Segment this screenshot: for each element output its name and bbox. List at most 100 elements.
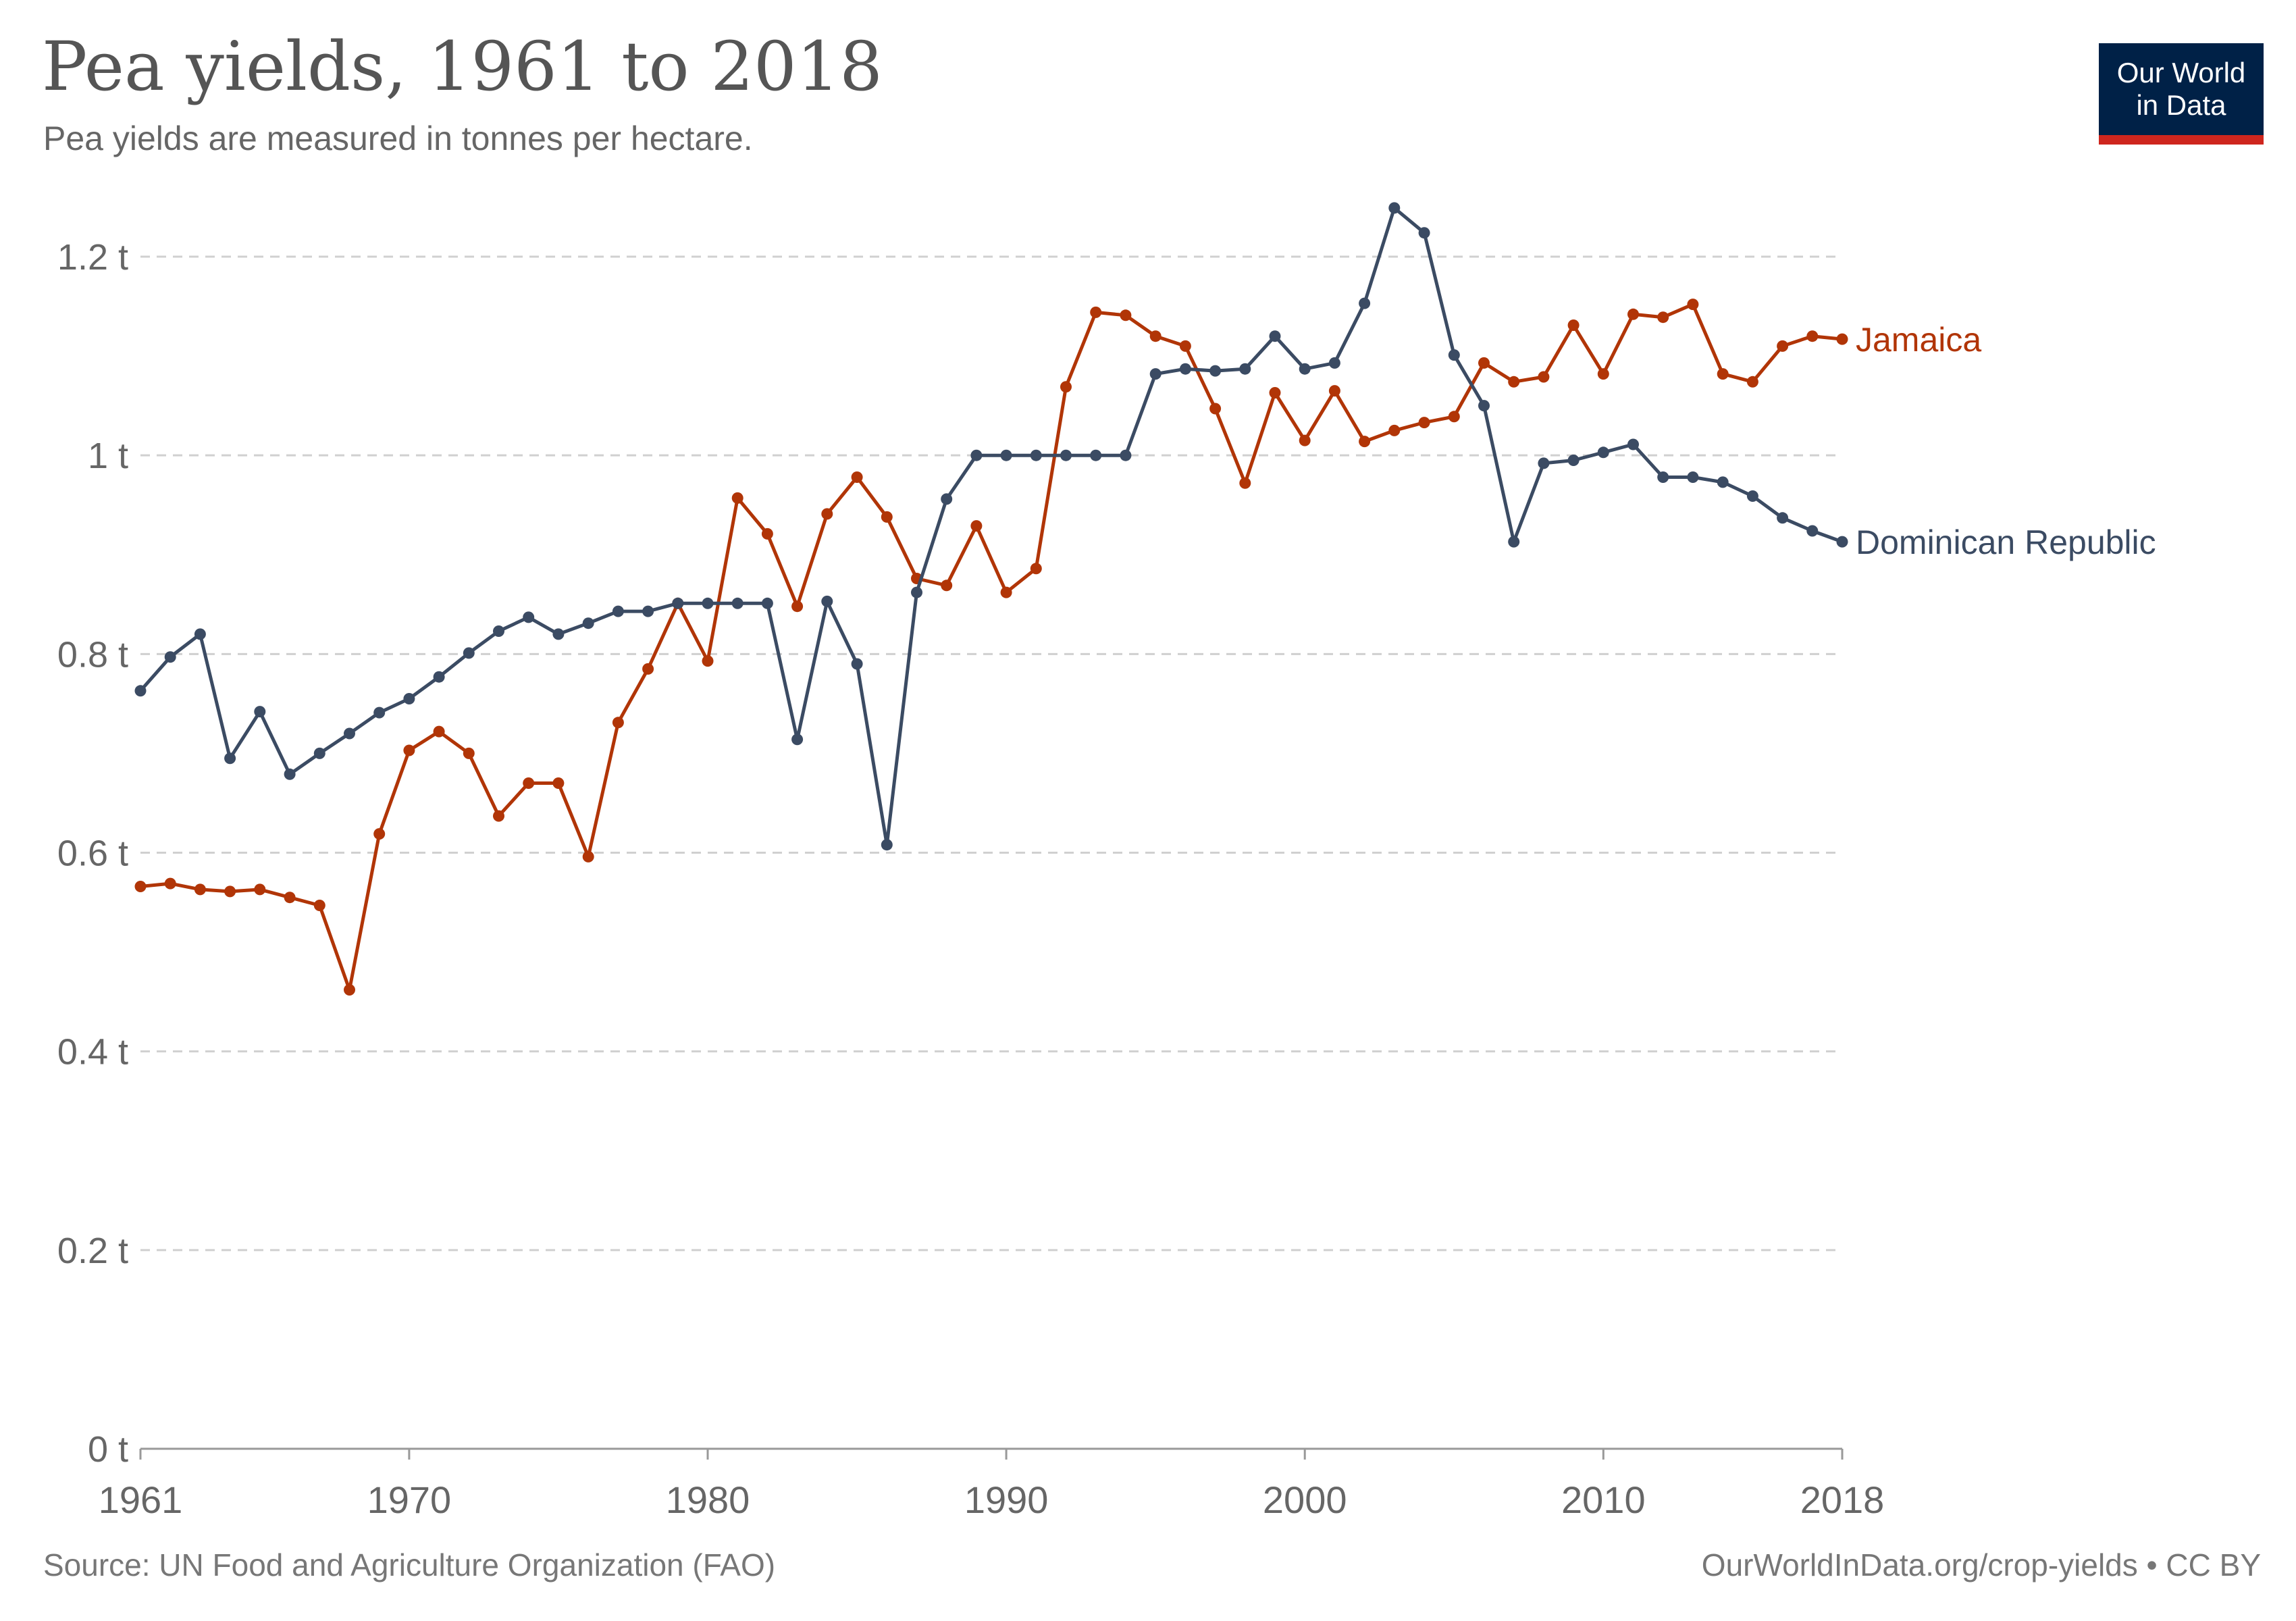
data-point-dominican-republic	[941, 493, 953, 505]
data-point-jamaica	[224, 885, 236, 898]
data-point-dominican-republic	[1269, 330, 1281, 342]
data-point-dominican-republic	[373, 706, 386, 719]
data-point-dominican-republic	[970, 449, 983, 461]
data-point-jamaica	[702, 655, 714, 667]
data-point-dominican-republic	[1060, 449, 1072, 461]
data-point-dominican-republic	[523, 611, 535, 623]
data-point-jamaica	[1328, 385, 1340, 397]
series-line-jamaica	[140, 303, 1843, 992]
data-point-dominican-republic	[731, 597, 743, 609]
data-point-dominican-republic	[761, 597, 773, 609]
data-point-dominican-republic	[1687, 471, 1699, 483]
x-tick-label: 1980	[666, 1478, 750, 1521]
data-point-dominican-republic	[284, 768, 296, 780]
data-point-dominican-republic	[851, 658, 863, 670]
data-point-dominican-republic	[1149, 368, 1162, 380]
data-point-jamaica	[1478, 357, 1490, 369]
data-point-dominican-republic	[702, 597, 714, 609]
data-point-jamaica	[1627, 308, 1639, 320]
series-layer	[134, 202, 1848, 996]
data-point-jamaica	[1418, 417, 1430, 429]
series-label-jamaica: Jamaica	[1856, 321, 1981, 359]
data-point-jamaica	[1120, 309, 1132, 321]
grid-layer	[140, 255, 1842, 1252]
data-point-jamaica	[1448, 411, 1460, 423]
data-point-jamaica	[313, 900, 325, 911]
data-point-dominican-republic	[1388, 202, 1401, 214]
logo-line-1: Our World	[2116, 57, 2246, 88]
data-point-jamaica	[552, 777, 565, 789]
data-point-dominican-republic	[1328, 357, 1340, 369]
data-point-jamaica	[1000, 586, 1012, 598]
y-tick-label: 0.6 t	[57, 833, 128, 874]
data-point-jamaica	[642, 663, 654, 675]
y-axis: 0 t 0.2 t 0.4 t 0.6 t 0.8 t 1 t 1.2 t	[57, 237, 128, 1470]
data-point-dominican-republic	[313, 747, 325, 759]
data-point-jamaica	[1567, 319, 1580, 331]
data-point-jamaica	[134, 881, 147, 892]
x-tick-label: 1970	[367, 1478, 452, 1521]
owid-logo[interactable]: Our World in Data	[2099, 43, 2264, 145]
data-point-dominican-republic	[1567, 455, 1580, 466]
data-point-jamaica	[164, 877, 176, 890]
x-tick-label: 2000	[1263, 1478, 1347, 1521]
data-point-dominican-republic	[224, 752, 236, 765]
data-point-jamaica	[344, 984, 355, 996]
data-point-dominican-republic	[821, 595, 833, 607]
data-point-jamaica	[1030, 563, 1042, 575]
data-point-dominican-republic	[1120, 449, 1132, 461]
data-point-dominican-republic	[344, 727, 355, 740]
y-tick-label: 0.4 t	[57, 1032, 128, 1073]
data-point-jamaica	[463, 747, 475, 759]
data-point-jamaica	[821, 508, 833, 520]
data-point-dominican-republic	[881, 839, 893, 851]
data-point-jamaica	[1777, 340, 1789, 352]
data-point-dominican-republic	[612, 605, 624, 617]
data-point-jamaica	[1060, 381, 1072, 393]
data-point-dominican-republic	[1627, 438, 1639, 451]
data-point-dominican-republic	[1239, 363, 1251, 375]
y-tick-label: 0.2 t	[57, 1231, 128, 1271]
data-point-dominican-republic	[582, 617, 594, 629]
data-point-jamaica	[1746, 376, 1758, 388]
credit-link[interactable]: OurWorldInData.org/crop-yields • CC BY	[1701, 1547, 2261, 1583]
data-point-jamaica	[1687, 299, 1699, 311]
data-point-dominican-republic	[1448, 349, 1460, 361]
data-point-dominican-republic	[642, 605, 654, 617]
data-point-jamaica	[254, 883, 266, 896]
data-point-dominican-republic	[1508, 536, 1520, 548]
data-point-jamaica	[881, 511, 893, 523]
data-point-jamaica	[1149, 330, 1162, 342]
data-point-jamaica	[194, 883, 206, 896]
data-point-jamaica	[1388, 424, 1401, 436]
data-point-dominican-republic	[1418, 227, 1430, 239]
data-point-dominican-republic	[1000, 449, 1012, 461]
data-point-dominican-republic	[1179, 363, 1191, 375]
data-point-jamaica	[582, 850, 594, 863]
logo-line-2: in Data	[2136, 89, 2226, 121]
page-subtitle: Pea yields are measured in tonnes per he…	[43, 120, 753, 157]
data-point-jamaica	[731, 492, 743, 504]
data-point-dominican-republic	[1090, 449, 1102, 461]
data-point-jamaica	[373, 828, 386, 840]
data-point-jamaica	[1836, 333, 1848, 345]
data-point-jamaica	[851, 471, 863, 483]
data-point-dominican-republic	[194, 628, 206, 640]
y-tick-label: 1.2 t	[57, 237, 128, 278]
data-point-dominican-republic	[1657, 471, 1669, 483]
data-point-jamaica	[791, 600, 804, 613]
data-point-jamaica	[1597, 368, 1609, 380]
data-point-jamaica	[523, 777, 535, 789]
series-line-dominican-republic	[139, 206, 1843, 847]
data-point-jamaica	[1299, 434, 1311, 446]
data-point-jamaica	[403, 744, 415, 756]
y-tick-label: 1 t	[88, 436, 128, 476]
source-note: Source: UN Food and Agriculture Organiza…	[43, 1547, 776, 1583]
data-point-dominican-republic	[672, 597, 684, 609]
data-point-jamaica	[970, 520, 983, 532]
data-point-jamaica	[1090, 306, 1102, 318]
x-tick-label: 1961	[99, 1478, 183, 1521]
data-point-dominican-republic	[1806, 525, 1819, 537]
data-point-jamaica	[1359, 436, 1371, 448]
